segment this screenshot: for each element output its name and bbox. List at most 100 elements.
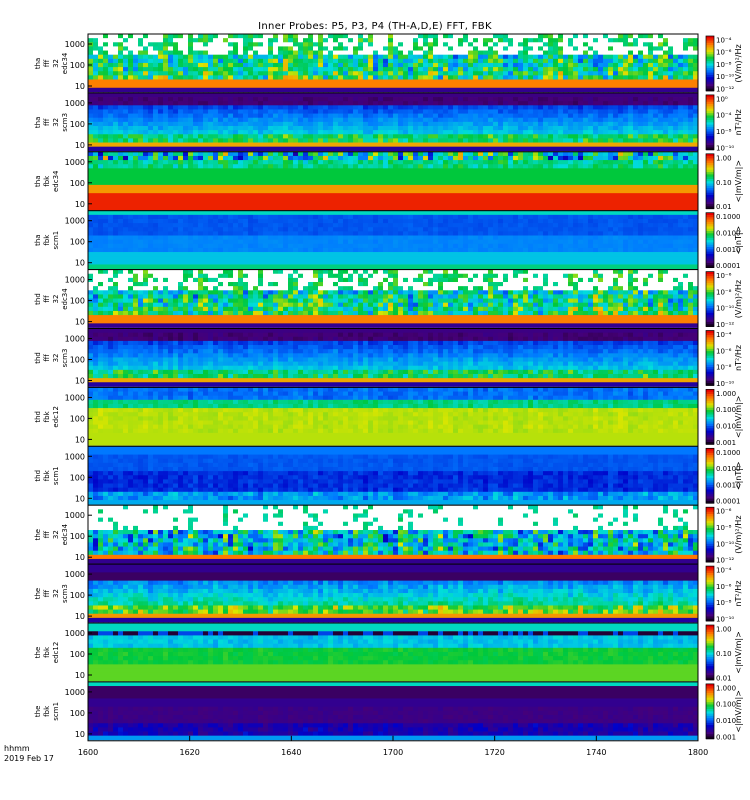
spectrogram-cell (468, 197, 474, 202)
spectrogram-cell (253, 42, 259, 47)
spectrogram-cell (633, 125, 639, 131)
spectrogram-cell (588, 50, 594, 56)
spectrogram-cell (578, 184, 584, 190)
spectrogram-cell (228, 184, 234, 190)
spectrogram-cell (293, 92, 299, 98)
spectrogram-cell (438, 109, 444, 114)
spectrogram-cell (243, 172, 249, 178)
spectrogram-cell (488, 164, 494, 169)
spectrogram-cell (243, 58, 249, 64)
spectrogram-cell (223, 54, 229, 60)
spectrogram-cell (233, 92, 239, 98)
spectrogram-cell (658, 125, 664, 131)
spectrogram-cell (468, 160, 474, 165)
spectrogram-cell (363, 193, 369, 198)
spectrogram-cell (248, 138, 254, 143)
spectrogram-cell (578, 205, 584, 211)
spectrogram-cell (643, 42, 649, 47)
spectrogram-cell (163, 180, 169, 186)
spectrogram-cell (303, 125, 309, 131)
spectrogram-cell (168, 50, 174, 56)
spectrogram-cell (263, 164, 269, 169)
spectrogram-cell (478, 205, 484, 211)
spectrogram-cell (558, 130, 564, 135)
spectrogram-cell (353, 87, 359, 93)
spectrogram-cell (513, 71, 519, 76)
spectrogram-cell (513, 34, 519, 39)
spectrogram-cell (193, 151, 199, 157)
spectrogram-cell (448, 109, 454, 114)
spectrogram-cell (588, 117, 594, 123)
spectrogram-cell (248, 83, 254, 89)
spectrogram-cell (573, 189, 579, 194)
spectrogram-cell (168, 180, 174, 186)
spectrogram-cell (423, 50, 429, 56)
spectrogram-cell (323, 180, 329, 186)
spectrogram-cell (308, 92, 314, 98)
spectrogram-cell (548, 155, 554, 161)
spectrogram-cell (358, 193, 364, 198)
spectrogram-cell (583, 172, 589, 178)
spectrogram-cell (163, 101, 169, 106)
spectrogram-cell (118, 46, 124, 51)
spectrogram-cell (253, 138, 259, 143)
spectrogram-cell (383, 109, 389, 114)
spectrogram-cell (618, 184, 624, 190)
spectrogram-cell (213, 142, 219, 148)
spectrogram-cell (373, 168, 379, 173)
spectrogram-cell (318, 50, 324, 56)
spectrogram-cell (148, 168, 154, 173)
spectrogram-cell (328, 201, 334, 206)
spectrogram-cell (113, 176, 119, 182)
spectrogram-cell (198, 75, 204, 80)
spectrogram-cell (588, 54, 594, 60)
spectrogram-cell (268, 101, 274, 106)
spectrogram-cell (283, 75, 289, 80)
spectrogram-cell (443, 160, 449, 165)
spectrogram-cell (263, 71, 269, 76)
spectrogram-cell (473, 109, 479, 114)
spectrogram-cell (93, 176, 99, 182)
spectrogram-cell (618, 130, 624, 135)
spectrogram-cell (183, 34, 189, 39)
spectrogram-cell (323, 50, 329, 56)
spectrogram-cell (693, 125, 699, 131)
spectrogram-cell (98, 197, 104, 202)
spectrogram-cell (368, 97, 374, 102)
spectrogram-cell (288, 75, 294, 80)
spectrogram-cell (488, 46, 494, 51)
spectrogram-cell (423, 101, 429, 106)
spectrogram-cell (368, 201, 374, 206)
spectrogram-cell (548, 71, 554, 76)
spectrogram-cell (478, 130, 484, 135)
spectrogram-cell (613, 142, 619, 148)
spectrogram-cell (653, 50, 659, 56)
spectrogram-cell (573, 87, 579, 93)
spectrogram-cell (448, 121, 454, 127)
spectrogram-cell (478, 67, 484, 72)
spectrogram-cell (588, 142, 594, 148)
spectrogram-cell (378, 50, 384, 56)
spectrogram-cell (633, 92, 639, 98)
spectrogram-cell (288, 97, 294, 102)
spectrogram-cell (443, 42, 449, 47)
spectrogram-cell (228, 142, 234, 148)
spectrogram-cell (263, 130, 269, 135)
spectrogram-cell (183, 58, 189, 64)
spectrogram-cell (678, 101, 684, 106)
spectrogram-cell (558, 79, 564, 85)
spectrogram-cell (128, 193, 134, 198)
spectrogram-cell (523, 87, 529, 93)
spectrogram-cell (483, 193, 489, 198)
spectrogram-cell (148, 160, 154, 165)
spectrogram-cell (593, 97, 599, 102)
spectrogram-cell (613, 87, 619, 93)
spectrogram-cell (393, 75, 399, 80)
spectrogram-cell (633, 67, 639, 72)
spectrogram-cell (638, 109, 644, 114)
spectrogram-cell (603, 75, 609, 80)
spectrogram-cell (318, 184, 324, 190)
spectrogram-cell (448, 54, 454, 60)
spectrogram-cell (543, 101, 549, 106)
spectrogram-cell (208, 71, 214, 76)
